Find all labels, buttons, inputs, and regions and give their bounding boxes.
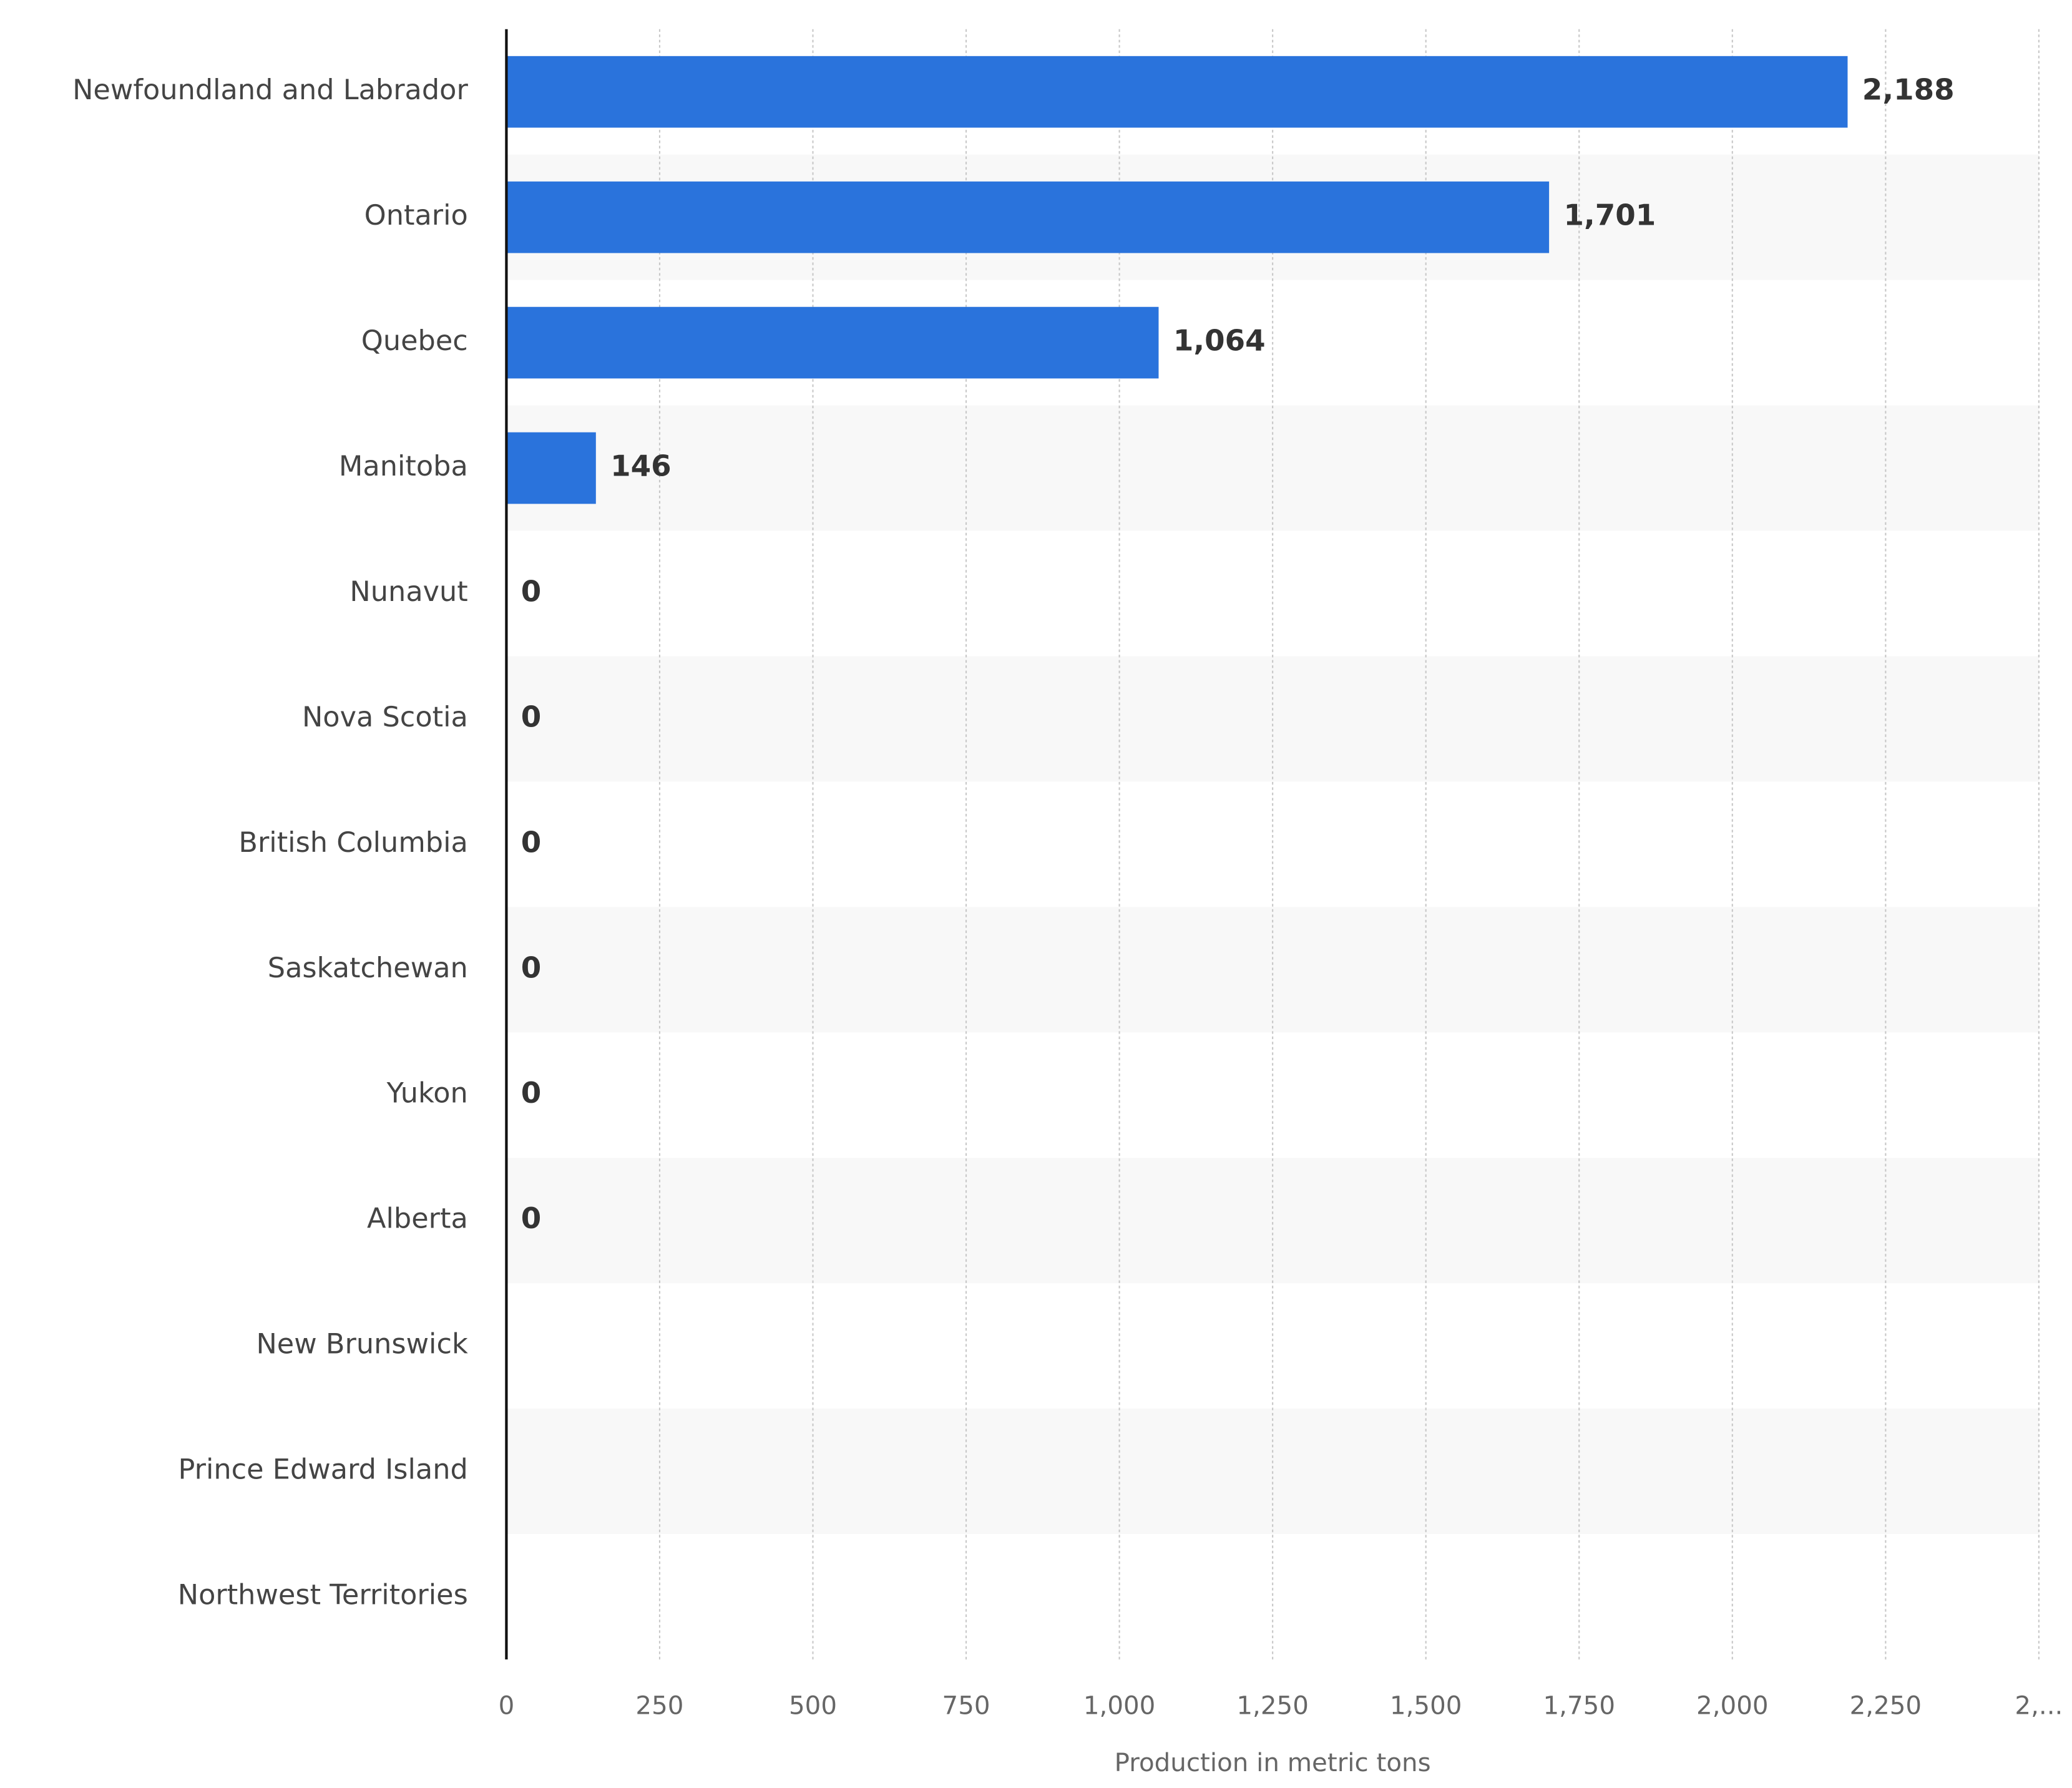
x-tick-label: 0 — [499, 1691, 515, 1720]
data-label: 146 — [610, 450, 672, 484]
x-tick-label: 1,000 — [1083, 1691, 1156, 1720]
row-band — [506, 405, 2039, 531]
y-tick-label: British Columbia — [238, 826, 467, 859]
data-label: 0 — [521, 826, 542, 859]
x-tick-label: 750 — [942, 1691, 990, 1720]
grid — [658, 29, 2040, 1659]
y-tick-label: Newfoundland and Labrador — [72, 74, 468, 106]
x-axis-title: Production in metric tons — [1115, 1748, 1431, 1777]
x-tick-label: 1,250 — [1236, 1691, 1309, 1720]
y-tick-label: Yukon — [386, 1077, 468, 1110]
y-tick-label: Quebec — [361, 325, 468, 357]
y-tick-label: Ontario — [364, 199, 468, 232]
y-tick-label: Nova Scotia — [302, 701, 468, 733]
row-band — [506, 1158, 2039, 1284]
data-label: 0 — [521, 1077, 542, 1110]
data-label: 1,064 — [1173, 325, 1266, 358]
y-tick-label: Saskatchewan — [268, 952, 468, 984]
y-tick-label: New Brunswick — [256, 1328, 468, 1361]
x-tick-label: 2,000 — [1696, 1691, 1769, 1720]
data-label: 0 — [521, 951, 542, 985]
x-tick-label: 1,500 — [1390, 1691, 1462, 1720]
bar — [506, 181, 1550, 253]
data-label: 2,188 — [1862, 74, 1955, 107]
x-tick-label: 2,250 — [1850, 1691, 1922, 1720]
y-tick-label: Prince Edward Island — [178, 1453, 468, 1486]
bar — [506, 56, 1848, 128]
x-tick-label: 250 — [635, 1691, 683, 1720]
y-tick-label: Manitoba — [339, 450, 468, 482]
data-label: 0 — [521, 700, 542, 734]
y-tick-label: Alberta — [367, 1203, 468, 1235]
data-label: 0 — [521, 1202, 542, 1236]
x-tick-label: 500 — [789, 1691, 837, 1720]
data-label: 0 — [521, 575, 542, 608]
bar — [506, 432, 596, 504]
y-tick-label: Nunavut — [349, 575, 467, 608]
x-tick-label: 2,... — [2015, 1691, 2063, 1720]
bars — [506, 56, 1848, 504]
y-tick-label: Northwest Territories — [178, 1579, 468, 1611]
bar — [506, 306, 1159, 379]
data-label: 1,701 — [1563, 199, 1656, 233]
x-tick-label: 1,750 — [1543, 1691, 1615, 1720]
